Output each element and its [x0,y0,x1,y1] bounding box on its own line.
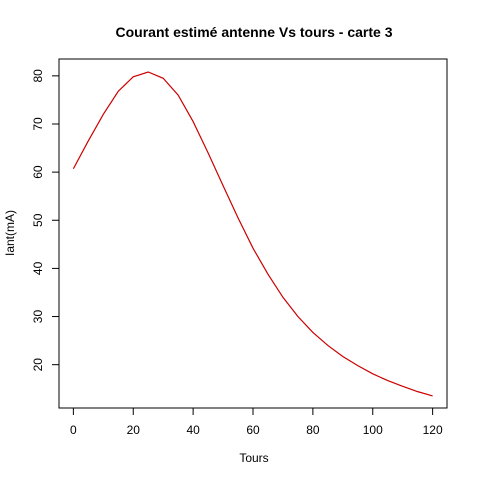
series-layer [72,71,433,397]
y-tick-label: 60 [31,165,45,179]
x-tick-label: 60 [246,423,260,437]
y-tick-label: 30 [31,310,45,324]
x-axis: 0 20 40 60 80 100 120 [70,407,443,437]
series-line [72,71,433,397]
plot-area-frame [58,58,448,409]
chart-title: Courant estimé antenne Vs tours - carte … [116,24,393,40]
x-tick-label: 0 [70,423,77,437]
x-tick-label: 80 [306,423,320,437]
y-axis: 20 30 40 50 60 70 80 [31,69,60,372]
x-tick-label: 100 [363,423,383,437]
x-tick-label: 20 [127,423,141,437]
y-tick-label: 20 [31,358,45,372]
y-tick-label: 40 [31,261,45,275]
y-tick-label: 80 [31,69,45,83]
y-tick-label: 50 [31,213,45,227]
x-tick-label: 40 [186,423,200,437]
x-tick-label: 120 [423,423,443,437]
y-tick-label: 70 [31,117,45,131]
y-axis-label: Iant(mA) [3,210,17,256]
x-axis-label: Tours [239,451,268,465]
